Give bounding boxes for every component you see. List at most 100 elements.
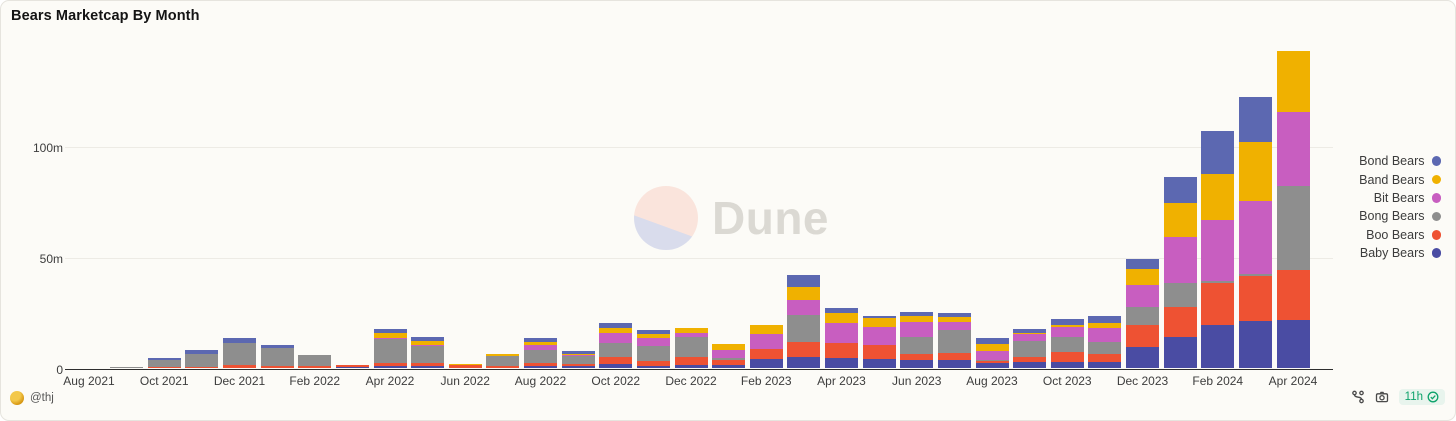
band-bears-segment: [1126, 268, 1159, 285]
x-tick-apr-2022: Apr 2022: [365, 374, 415, 388]
bar-aug-2022[interactable]: [524, 338, 557, 368]
boo-bears-segment: [524, 363, 557, 366]
boo-bears-segment: [1126, 324, 1159, 347]
bond-bears-segment: [1163, 177, 1197, 204]
band-bears-segment: [1013, 332, 1047, 334]
bond-bears-segment: [298, 354, 332, 356]
bar-oct-2021[interactable]: [147, 357, 181, 368]
legend-item-bond-bears[interactable]: Bond Bears: [1359, 152, 1441, 170]
baby-bears-segment: [1013, 361, 1047, 368]
bar-feb-2022[interactable]: [298, 354, 332, 368]
x-tick-feb-2023: Feb 2023: [740, 374, 792, 388]
bar-jun-2022[interactable]: [448, 363, 482, 368]
legend-item-baby-bears[interactable]: Baby Bears: [1359, 244, 1441, 262]
bar-nov-2022[interactable]: [636, 329, 670, 368]
bond-bears-segment: [561, 350, 595, 354]
bar-apr-2022[interactable]: [373, 329, 407, 368]
baby-bears-segment: [862, 358, 896, 368]
x-tick-apr-2023: Apr 2023: [817, 374, 866, 388]
bit-bears-segment: [862, 326, 896, 345]
baby-bears-segment: [599, 363, 633, 368]
band-bears-segment: [862, 317, 896, 327]
bit-bears-segment: [1013, 333, 1047, 341]
bong-bears-segment: [787, 314, 821, 342]
bar-dec-2023[interactable]: [1126, 259, 1159, 368]
bar-jan-2022[interactable]: [260, 344, 294, 368]
bond-bears-segment: [524, 338, 557, 343]
baby-bears-segment: [1126, 346, 1159, 368]
bar-oct-2022[interactable]: [599, 322, 633, 368]
bar-may-2022[interactable]: [411, 337, 445, 368]
bar-jul-2022[interactable]: [486, 353, 520, 368]
bit-bears-segment: [937, 321, 971, 330]
bar-sep-2023[interactable]: [1013, 328, 1047, 368]
boo-bears-segment: [636, 360, 670, 366]
bit-bears-segment: [636, 337, 670, 346]
baby-bears-segment: [411, 365, 445, 368]
band-bears-segment: [787, 287, 821, 301]
legend-item-bit-bears[interactable]: Bit Bears: [1359, 189, 1441, 207]
bar-mar-2022[interactable]: [335, 365, 369, 368]
footer-author[interactable]: @thj: [10, 391, 54, 405]
author-avatar[interactable]: [10, 391, 24, 405]
bar-oct-2023[interactable]: [1050, 318, 1084, 368]
footer-actions: 11h: [1351, 389, 1445, 405]
bond-bears-segment: [1201, 131, 1235, 175]
bong-bears-segment: [147, 360, 181, 367]
bar-mar-2024[interactable]: [1238, 96, 1272, 368]
bar-sep-2021[interactable]: [110, 366, 144, 368]
bong-bears-segment: [1238, 273, 1272, 277]
bond-bears-segment: [411, 337, 445, 341]
bar-aug-2023[interactable]: [975, 337, 1009, 368]
bond-bears-segment: [147, 357, 181, 361]
legend-item-bong-bears[interactable]: Bong Bears: [1359, 207, 1441, 225]
bar-apr-2023[interactable]: [825, 307, 858, 368]
bar-jan-2023[interactable]: [712, 343, 746, 368]
author-handle[interactable]: @thj: [30, 392, 54, 404]
bar-jan-2024[interactable]: [1163, 177, 1197, 368]
y-tick-100m: 100m: [32, 140, 63, 155]
bar-apr-2024[interactable]: [1276, 50, 1310, 368]
bong-bears-segment: [298, 355, 332, 367]
band-bears-segment: [524, 342, 557, 346]
baby-bears-segment: [1201, 324, 1235, 368]
bond-bears-segment: [1238, 96, 1272, 142]
legend-dot: [1431, 193, 1441, 203]
y-tick-50m: 50m: [39, 251, 63, 266]
bar-nov-2023[interactable]: [1088, 316, 1122, 368]
band-bears-segment: [1276, 50, 1310, 112]
bar-dec-2021[interactable]: [223, 337, 256, 368]
data-freshness-badge[interactable]: 11h: [1398, 389, 1445, 405]
bar-feb-2024[interactable]: [1201, 131, 1235, 368]
baby-bears-segment: [937, 359, 971, 368]
legend-label: Baby Bears: [1359, 246, 1425, 261]
fork-icon[interactable]: [1351, 390, 1365, 404]
band-bears-segment: [1238, 141, 1272, 202]
bong-bears-segment: [373, 338, 407, 363]
camera-icon[interactable]: [1375, 390, 1389, 404]
bar-jun-2023[interactable]: [900, 311, 934, 368]
bar-may-2023[interactable]: [862, 315, 896, 368]
gridline-50m: [65, 258, 1333, 259]
legend-item-band-bears[interactable]: Band Bears: [1359, 170, 1441, 188]
band-bears-segment: [674, 327, 708, 334]
bar-sep-2022[interactable]: [561, 350, 595, 368]
boo-bears-segment: [486, 365, 520, 368]
boo-bears-segment: [937, 352, 971, 360]
baby-bears-segment: [825, 357, 858, 368]
bar-nov-2021[interactable]: [185, 349, 219, 368]
boo-bears-segment: [712, 359, 746, 365]
bar-dec-2022[interactable]: [674, 327, 708, 368]
y-tick-0: 0: [56, 362, 63, 377]
bar-jul-2023[interactable]: [937, 312, 971, 368]
bong-bears-segment: [712, 357, 746, 360]
bar-mar-2023[interactable]: [787, 275, 821, 368]
boo-bears-segment: [1088, 353, 1122, 362]
legend-item-boo-bears[interactable]: Boo Bears: [1359, 226, 1441, 244]
bond-bears-segment: [599, 322, 633, 328]
boo-bears-segment: [373, 362, 407, 366]
bar-feb-2023[interactable]: [749, 324, 783, 368]
x-tick-feb-2024: Feb 2024: [1192, 374, 1244, 388]
bit-bears-segment: [1126, 284, 1159, 307]
